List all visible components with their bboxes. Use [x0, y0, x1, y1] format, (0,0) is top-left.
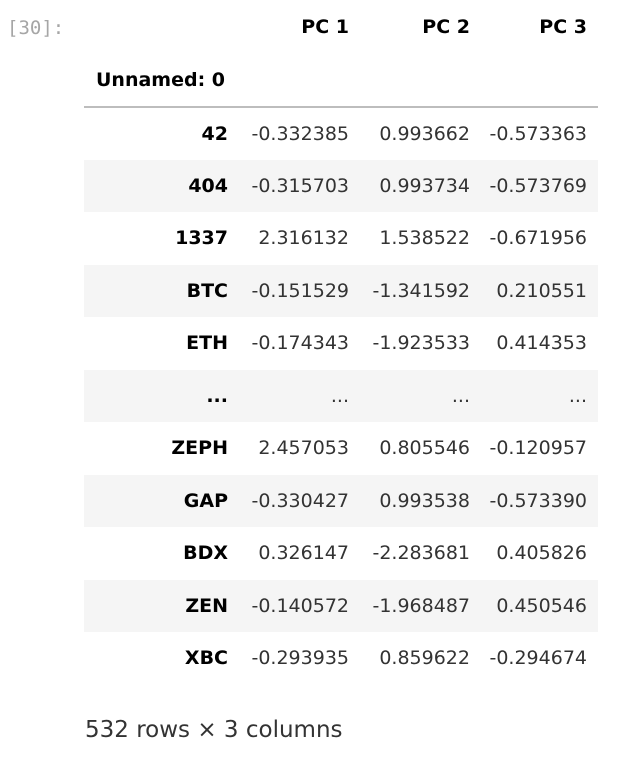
table-row: BTC -0.151529 -1.341592 0.210551	[84, 264, 598, 317]
row-index: BDX	[183, 542, 228, 565]
table-row: XBC -0.293935 0.859622 -0.294674	[84, 632, 598, 685]
table-cell: -0.671956	[489, 227, 587, 250]
table-cell: -0.573363	[489, 122, 587, 145]
index-name-row: Unnamed: 0	[84, 54, 598, 108]
table-cell: 0.405826	[496, 542, 587, 565]
table-cell: ...	[451, 384, 470, 407]
row-index: BTC	[186, 279, 228, 302]
table-row: 1337 2.316132 1.538522 -0.671956	[84, 212, 598, 265]
table-cell: -1.968487	[372, 594, 470, 617]
cell-output: PC 1 PC 2 PC 3 Unnamed: 0 42 -0.332385 0…	[84, 0, 598, 685]
row-index: ETH	[186, 332, 228, 355]
index-name: Unnamed: 0	[84, 54, 239, 108]
row-index: ZEPH	[171, 437, 228, 460]
table-row: BDX 0.326147 -2.283681 0.405826	[84, 527, 598, 580]
table-row: ZEN -0.140572 -1.968487 0.450546	[84, 579, 598, 632]
table-row: GAP -0.330427 0.993538 -0.573390	[84, 474, 598, 527]
ellipsis-row: ... ... ... ...	[84, 369, 598, 422]
row-index: 1337	[175, 227, 228, 250]
table-cell: 0.805546	[379, 437, 470, 460]
column-header: PC 1	[301, 16, 349, 38]
table-cell: 0.326147	[258, 542, 349, 565]
table-cell: -1.341592	[372, 279, 470, 302]
table-cell: 0.450546	[496, 594, 587, 617]
table-cell: -0.315703	[251, 174, 349, 197]
table-cell: -0.330427	[251, 489, 349, 512]
empty-header-cell	[239, 54, 360, 108]
table-cell: -0.294674	[489, 647, 587, 670]
table-cell: 2.316132	[258, 227, 349, 250]
table-cell: 0.414353	[496, 332, 587, 355]
table-cell: 0.993538	[379, 489, 470, 512]
table-cell: -0.140572	[251, 594, 349, 617]
execution-count-prompt: [30]:	[7, 17, 65, 39]
table-cell: -0.573769	[489, 174, 587, 197]
row-index: 42	[201, 122, 228, 145]
corner-cell	[84, 0, 239, 54]
table-row: ETH -0.174343 -1.923533 0.414353	[84, 317, 598, 370]
column-header-row: PC 1 PC 2 PC 3	[84, 0, 598, 54]
row-index: GAP	[183, 489, 228, 512]
table-shape-summary: 532 rows × 3 columns	[85, 717, 343, 743]
table-row: ZEPH 2.457053 0.805546 -0.120957	[84, 422, 598, 475]
table-row: 404 -0.315703 0.993734 -0.573769	[84, 159, 598, 212]
table-cell: 0.993662	[379, 122, 470, 145]
row-index: 404	[188, 174, 228, 197]
table-cell: -2.283681	[372, 542, 470, 565]
row-index: XBC	[184, 647, 228, 670]
table-cell: -0.332385	[251, 122, 349, 145]
table-cell: ...	[568, 384, 587, 407]
table-cell: -0.174343	[251, 332, 349, 355]
table-cell: -0.120957	[489, 437, 587, 460]
column-header: PC 3	[539, 16, 587, 38]
empty-header-cell	[481, 54, 598, 108]
table-cell: 1.538522	[379, 227, 470, 250]
table-cell: -0.151529	[251, 279, 349, 302]
table-cell: -0.293935	[251, 647, 349, 670]
table-cell: 0.993734	[379, 174, 470, 197]
table-cell: 2.457053	[258, 437, 349, 460]
row-index: ...	[206, 384, 228, 407]
empty-header-cell	[360, 54, 481, 108]
dataframe-table: PC 1 PC 2 PC 3 Unnamed: 0 42 -0.332385 0…	[84, 0, 598, 685]
column-header: PC 2	[422, 16, 470, 38]
row-index: ZEN	[185, 594, 228, 617]
table-cell: -1.923533	[372, 332, 470, 355]
table-cell: ...	[330, 384, 349, 407]
table-cell: -0.573390	[489, 489, 587, 512]
table-cell: 0.210551	[496, 279, 587, 302]
table-cell: 0.859622	[379, 647, 470, 670]
table-row: 42 -0.332385 0.993662 -0.573363	[84, 107, 598, 160]
